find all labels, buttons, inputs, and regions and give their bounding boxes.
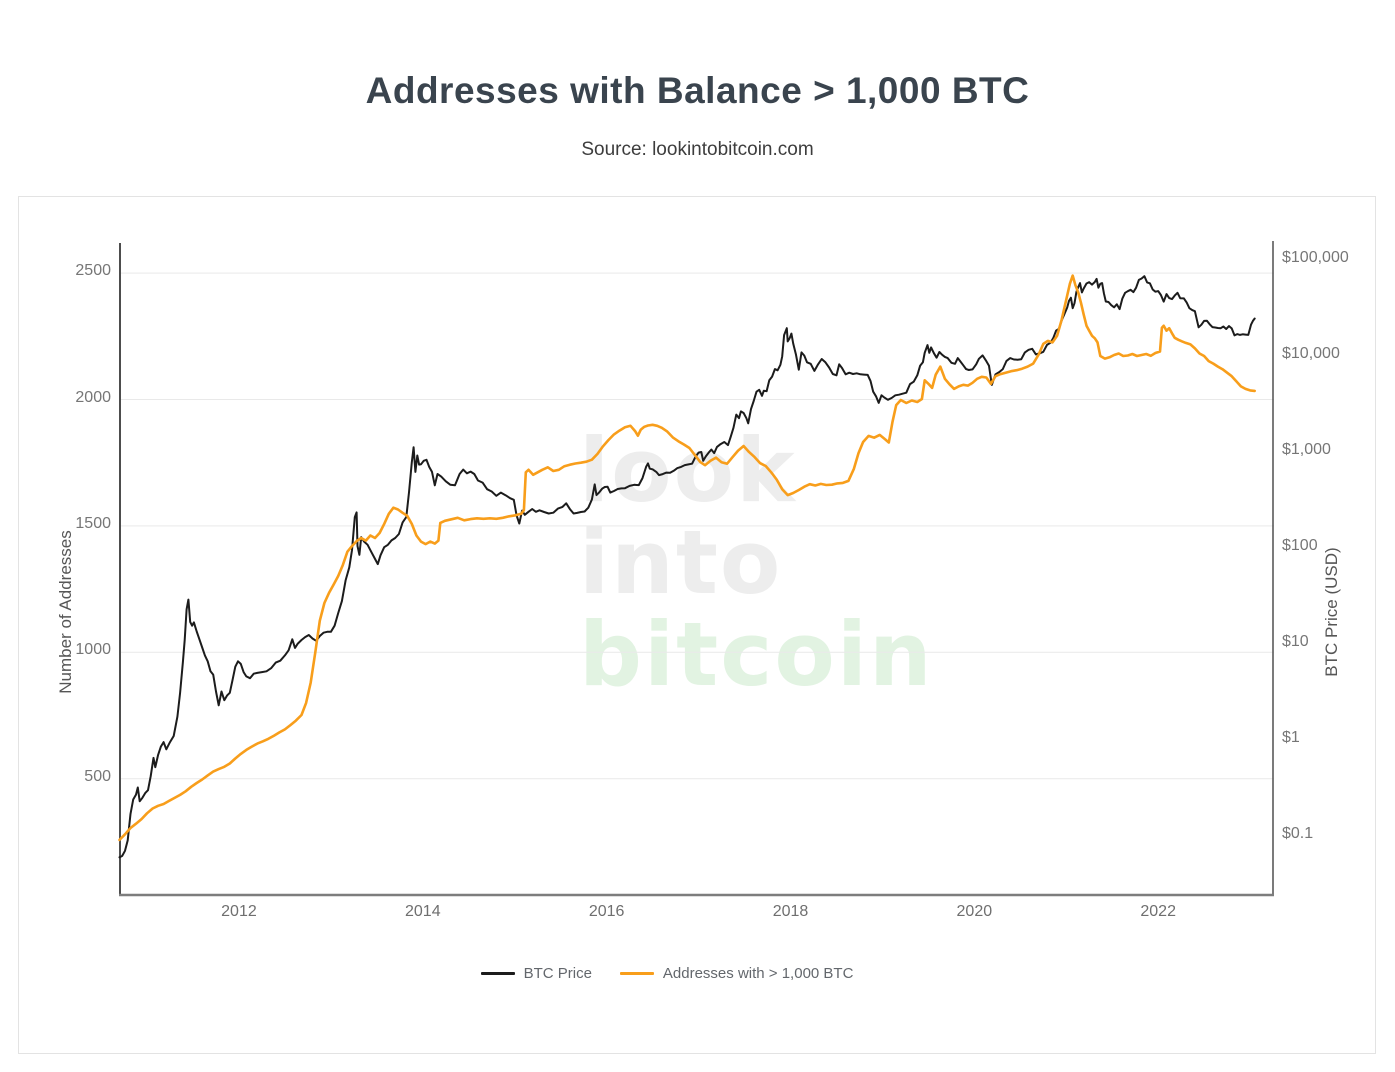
btc-price-legend-label: BTC Price bbox=[523, 965, 592, 982]
left-axis-tick-label: 1500 bbox=[75, 514, 111, 532]
right-axis-tick-label: $0.1 bbox=[1282, 824, 1314, 842]
btc-price-legend-swatch bbox=[480, 972, 515, 975]
x-axis-tick-label: 2020 bbox=[956, 903, 993, 920]
addresses-line bbox=[118, 274, 1256, 842]
right-axis-tick-label: $10 bbox=[1282, 632, 1309, 650]
x-axis-tick-label: 2014 bbox=[405, 903, 441, 920]
chart-source-subtitle: Source: lookintobitcoin.com bbox=[581, 139, 814, 160]
plot-svg bbox=[118, 241, 1274, 897]
chart-card: look into bitcoin Number of Addresses BT… bbox=[18, 196, 1376, 1054]
addresses-legend-swatch bbox=[619, 972, 654, 975]
addresses-legend-label: Addresses with > 1,000 BTC bbox=[662, 965, 854, 982]
right-axis-title: BTC Price (USD) bbox=[1322, 547, 1341, 677]
x-axis-tick-label: 2018 bbox=[772, 903, 809, 920]
left-axis-tick-label: 500 bbox=[84, 767, 111, 785]
legend-item-btc-price[interactable]: BTC Price bbox=[480, 965, 592, 982]
right-axis-tick-label: $1,000 bbox=[1282, 441, 1331, 458]
left-axis-tick-label: 2000 bbox=[75, 388, 111, 406]
x-axis-tick-label: 2022 bbox=[1140, 903, 1176, 920]
btc-price-line bbox=[118, 275, 1256, 859]
left-axis-tick-label: 1000 bbox=[75, 641, 111, 659]
chart-legend: BTC Price Addresses with > 1,000 BTC bbox=[0, 965, 1345, 982]
plot-area[interactable]: Number of Addresses BTC Price (USD) 500 1… bbox=[56, 241, 1349, 920]
left-axis-tick-label: 2500 bbox=[75, 262, 111, 280]
right-axis-tick-label: $1 bbox=[1282, 728, 1300, 746]
page-title: Addresses with Balance > 1,000 BTC bbox=[365, 70, 1030, 111]
x-axis-tick-label: 2016 bbox=[588, 903, 625, 920]
right-axis-tick-label: $100,000 bbox=[1282, 249, 1349, 267]
legend-item-addresses[interactable]: Addresses with > 1,000 BTC bbox=[619, 965, 854, 982]
right-axis-tick-label: $100 bbox=[1282, 536, 1318, 554]
left-axis-title: Number of Addresses bbox=[56, 530, 75, 694]
x-axis-tick-label: 2012 bbox=[221, 903, 257, 920]
right-axis-tick-label: $10,000 bbox=[1282, 345, 1340, 362]
